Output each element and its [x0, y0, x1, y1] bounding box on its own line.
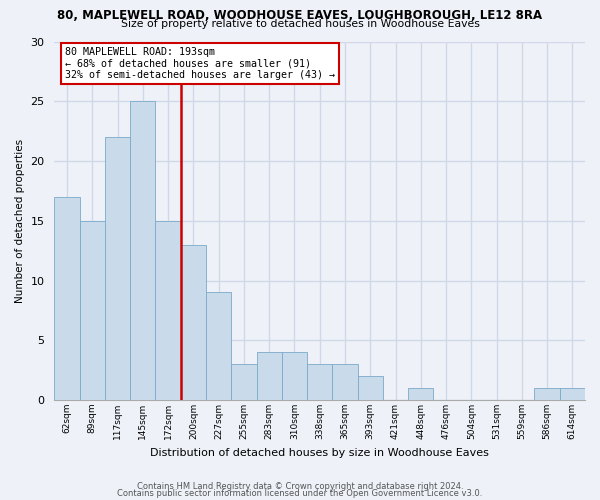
Bar — [105, 137, 130, 400]
Bar — [535, 388, 560, 400]
Bar — [55, 197, 80, 400]
Bar — [282, 352, 307, 400]
Bar — [408, 388, 433, 400]
Text: Contains HM Land Registry data © Crown copyright and database right 2024.: Contains HM Land Registry data © Crown c… — [137, 482, 463, 491]
Bar — [80, 221, 105, 400]
Y-axis label: Number of detached properties: Number of detached properties — [15, 138, 25, 303]
Bar — [257, 352, 282, 400]
Bar — [332, 364, 358, 400]
Bar — [130, 102, 155, 400]
Bar — [206, 292, 231, 400]
Bar — [181, 244, 206, 400]
X-axis label: Distribution of detached houses by size in Woodhouse Eaves: Distribution of detached houses by size … — [150, 448, 489, 458]
Text: Size of property relative to detached houses in Woodhouse Eaves: Size of property relative to detached ho… — [121, 19, 479, 29]
Bar — [231, 364, 257, 400]
Text: Contains public sector information licensed under the Open Government Licence v3: Contains public sector information licen… — [118, 488, 482, 498]
Bar — [560, 388, 585, 400]
Bar — [358, 376, 383, 400]
Bar — [307, 364, 332, 400]
Text: 80, MAPLEWELL ROAD, WOODHOUSE EAVES, LOUGHBOROUGH, LE12 8RA: 80, MAPLEWELL ROAD, WOODHOUSE EAVES, LOU… — [58, 9, 542, 22]
Text: 80 MAPLEWELL ROAD: 193sqm
← 68% of detached houses are smaller (91)
32% of semi-: 80 MAPLEWELL ROAD: 193sqm ← 68% of detac… — [65, 47, 335, 80]
Bar — [155, 221, 181, 400]
